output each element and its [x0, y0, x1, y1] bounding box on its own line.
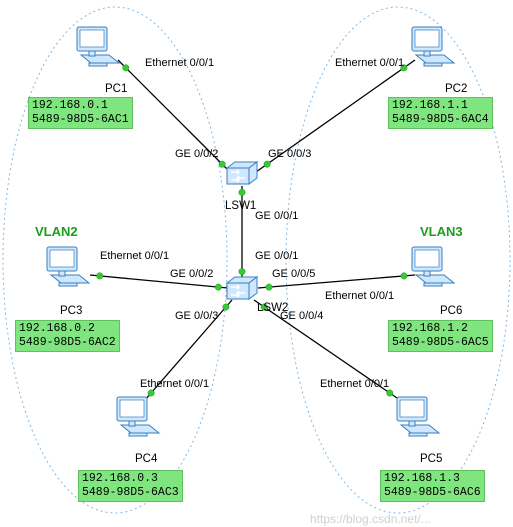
port-label-l2-a: Ethernet 0/0/1 [335, 57, 404, 69]
switch-lsw1 [225, 160, 259, 188]
port-label-l1-a: Ethernet 0/0/1 [145, 57, 214, 69]
infobox-pc5: 192.168.1.3 5489-98D5-6AC6 [380, 470, 485, 502]
pc-pc1 [75, 25, 125, 69]
port-label-l5-a: Ethernet 0/0/1 [325, 290, 394, 302]
vlan2-label: VLAN2 [35, 224, 78, 239]
port-label-l4-a: Ethernet 0/0/1 [100, 250, 169, 262]
label-pc3: PC3 [60, 305, 82, 317]
switch-lsw2 [225, 275, 259, 303]
watermark: https://blog.csdn.net/... [310, 512, 431, 526]
label-pc2: PC2 [445, 83, 467, 95]
port-label-l5-b: GE 0/0/5 [272, 268, 315, 280]
infobox-pc2: 192.168.1.1 5489-98D5-6AC4 [388, 97, 493, 129]
infobox-pc6: 192.168.1.2 5489-98D5-6AC5 [388, 320, 493, 352]
port-label-l1-b: GE 0/0/2 [175, 148, 218, 160]
port-label-l7-b: GE 0/0/4 [280, 310, 323, 322]
pc-pc4 [115, 395, 165, 439]
pc-pc5 [395, 395, 445, 439]
vlan3-label: VLAN3 [420, 224, 463, 239]
port-label-l6-a: Ethernet 0/0/1 [140, 378, 209, 390]
port-label-l3-a: GE 0/0/1 [255, 210, 298, 222]
port-label-l2-b: GE 0/0/3 [268, 148, 311, 160]
port-label-l6-b: GE 0/0/3 [175, 310, 218, 322]
label-lsw1: LSW1 [225, 200, 256, 212]
infobox-pc3: 192.168.0.2 5489-98D5-6AC2 [15, 320, 120, 352]
label-pc5: PC5 [420, 453, 442, 465]
port-label-l4-b: GE 0/0/2 [170, 268, 213, 280]
port-label-l7-a: Ethernet 0/0/1 [320, 378, 389, 390]
label-pc6: PC6 [440, 305, 462, 317]
pc-pc6 [410, 245, 460, 289]
pc-pc3 [45, 245, 95, 289]
infobox-pc4: 192.168.0.3 5489-98D5-6AC3 [78, 470, 183, 502]
label-pc4: PC4 [135, 453, 157, 465]
port-label-l3-b: GE 0/0/1 [255, 250, 298, 262]
label-pc1: PC1 [105, 83, 127, 95]
infobox-pc1: 192.168.0.1 5489-98D5-6AC1 [28, 97, 133, 129]
pc-pc2 [410, 25, 460, 69]
